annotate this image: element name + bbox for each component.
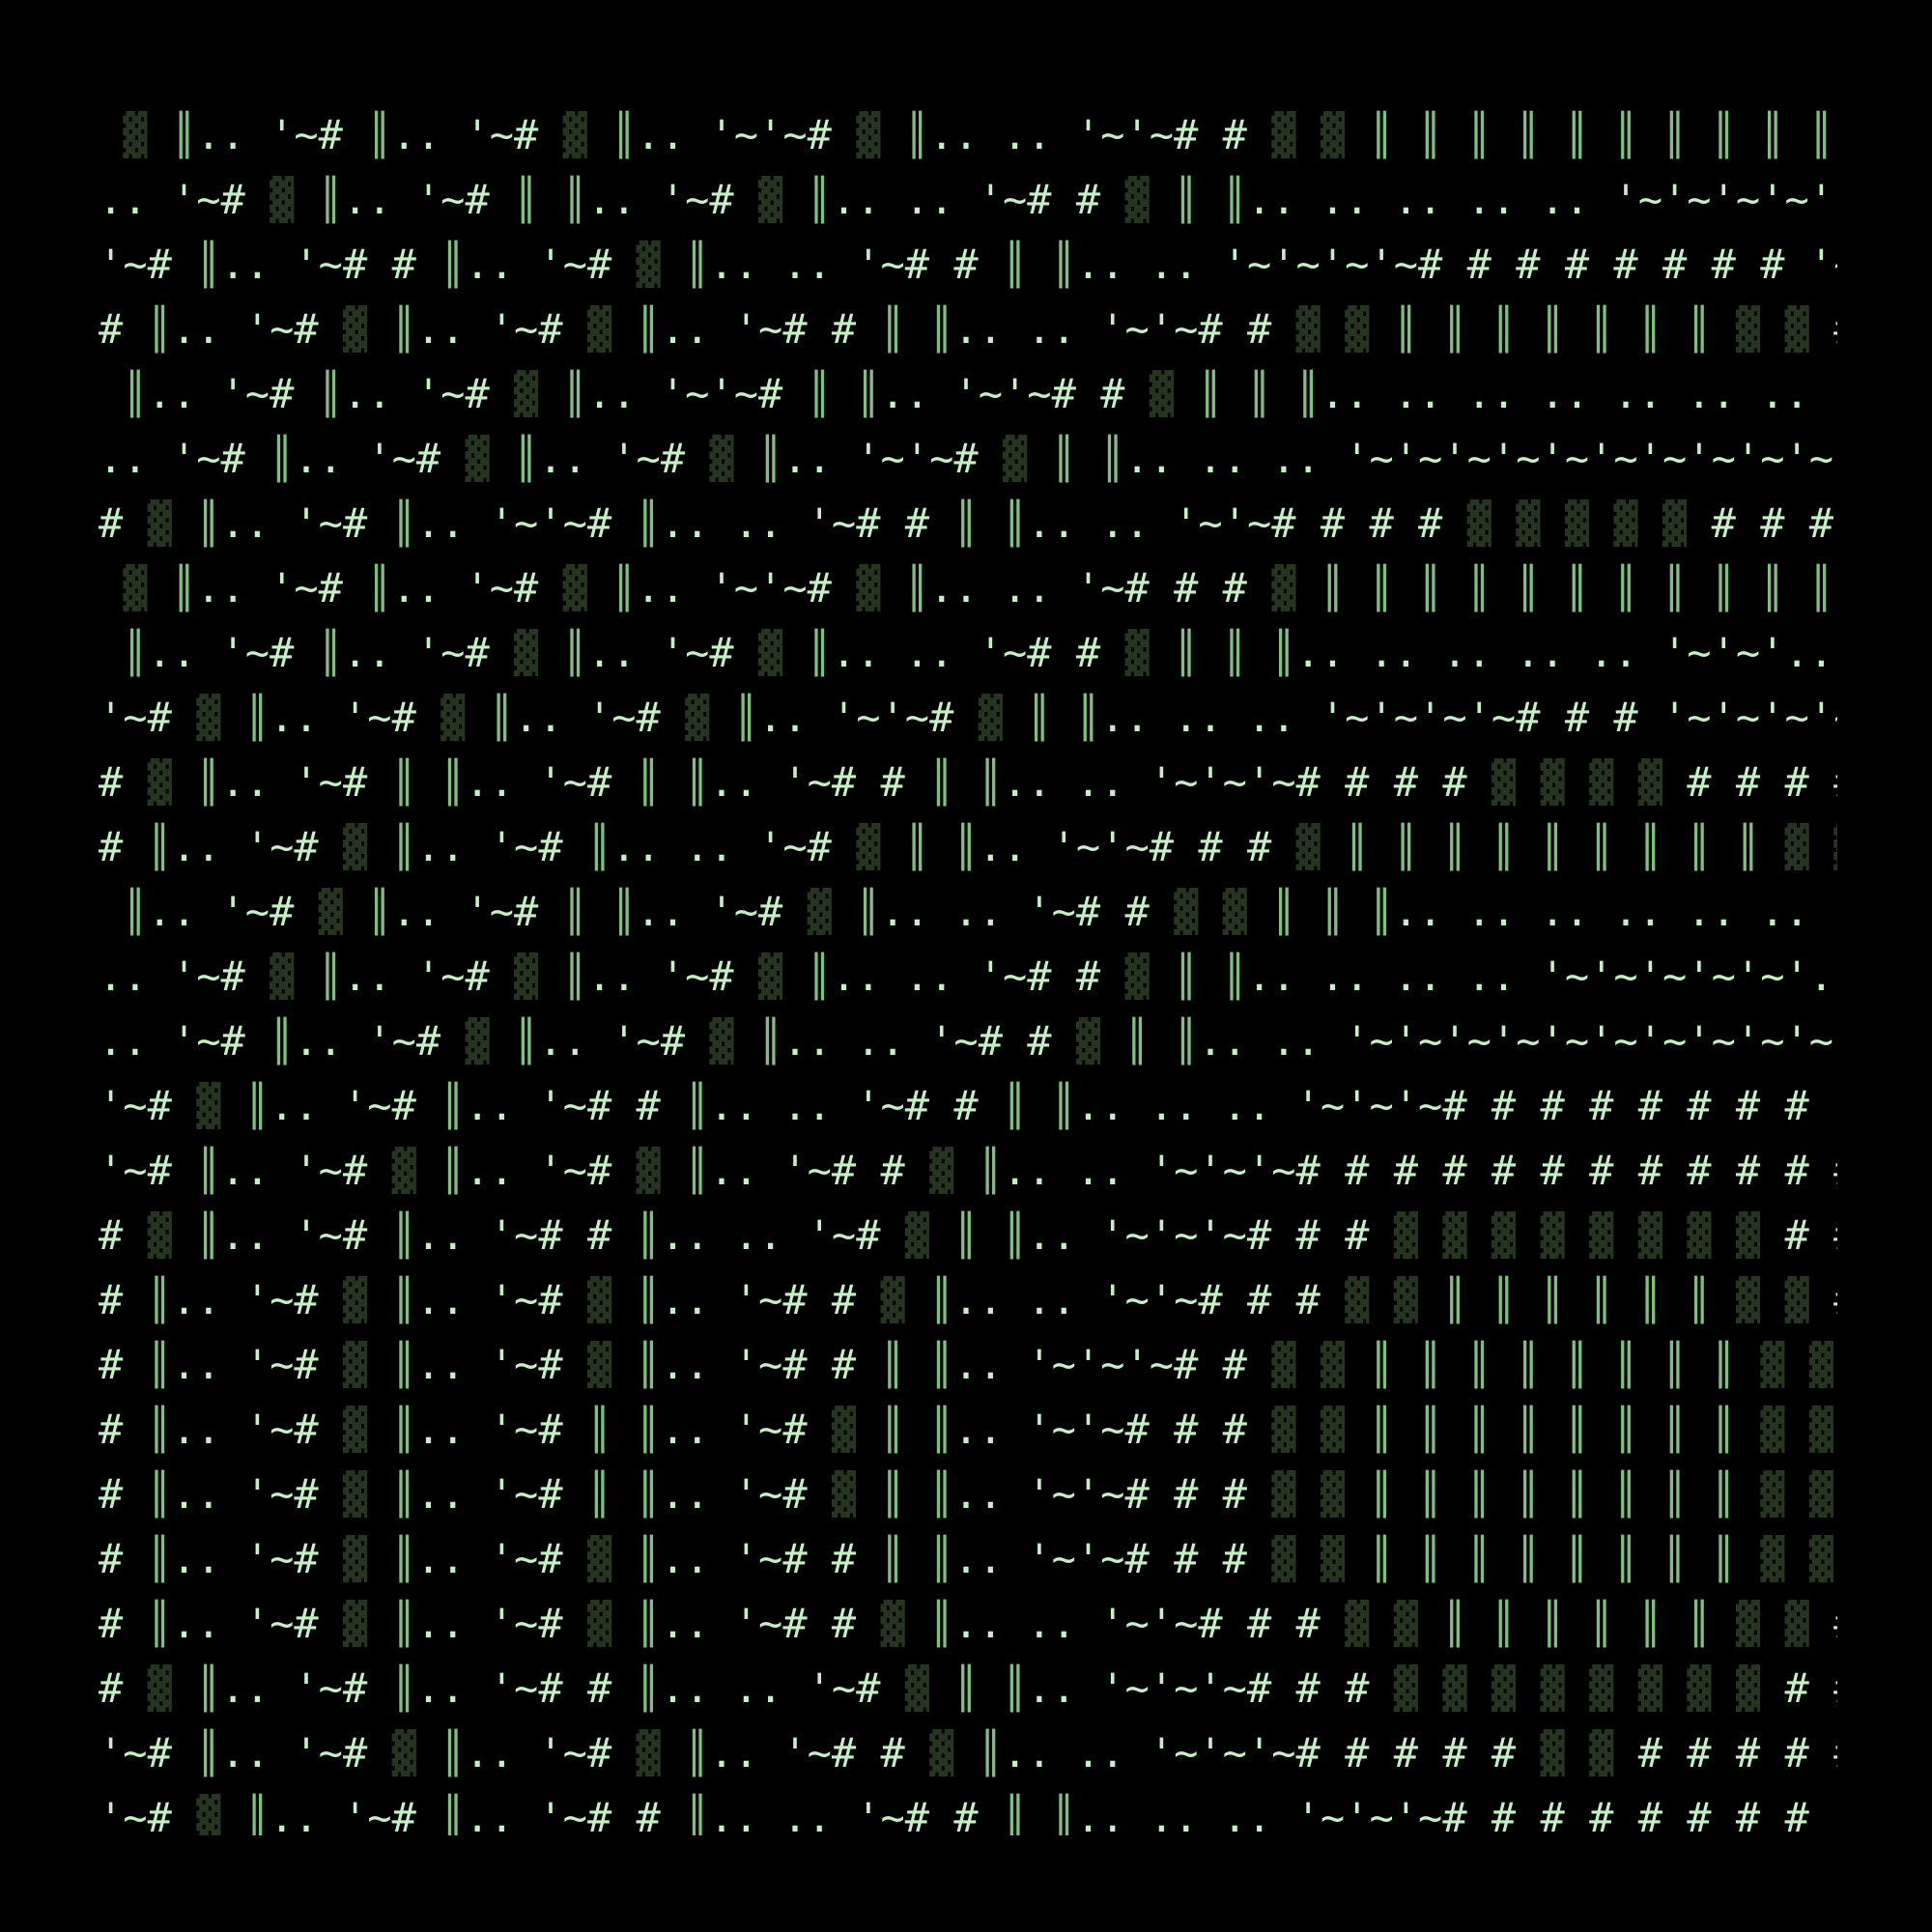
text-row: # ▓ ║.. '~# ║ ║.. '~# ║ ║.. '~# # ║ ║.. … [99,758,1837,806]
text-row: # ║.. '~# ▓ ║.. '~# ▓ ║.. '~# # ▓ ║.. ..… [99,1600,1837,1647]
text-row: .. '~# ▓ ║.. '~# ▓ ║.. '~# ▓ ║.. .. '~# … [99,952,1837,1000]
ascii-art: ▓ ║.. '~# ║.. '~# ▓ ║.. '~'~# ▓ ║.. .. '… [99,97,1837,1835]
text-row: '~# ║.. '~# ▓ ║.. '~# ▓ ║.. '~# # ▓ ║.. … [99,1729,1837,1776]
text-row: # ║.. '~# ▓ ║.. '~# ║.. .. '~# ▓ ║ ║.. '… [99,823,1837,870]
text-row: # ║.. '~# ▓ ║.. '~# ║ ║.. '~# ▓ ║ ║.. '~… [99,1470,1834,1518]
text-row: .. '~# ║.. '~# ▓ ║.. '~# ▓ ║.. .. '~# # … [99,1017,1837,1065]
text-row: '~# ║.. '~# ▓ ║.. '~# ▓ ║.. '~# # ▓ ║.. … [99,1147,1837,1194]
text-row: # ▓ ║.. '~# ║.. '~# # ║.. .. '~# ▓ ║ ║..… [99,1211,1837,1259]
text-row: # ║.. '~# ▓ ║.. '~# ▓ ║.. '~# # ║ ║.. ..… [99,305,1837,353]
text-row: ║.. '~# ║.. '~# ▓ ║.. '~'~# ║ ║.. '~'~# … [123,370,1837,417]
text-row: ║.. '~# ▓ ║.. '~# ║ ║.. '~# ▓ ║.. .. '~#… [123,888,1837,935]
text-row: # ║.. '~# ▓ ║.. '~# ▓ ║.. '~# # ║ ║.. '~… [99,1341,1834,1388]
text-row: # ▓ ║.. '~# ║.. '~# # ║.. .. '~# ▓ ║ ║..… [99,1664,1837,1712]
text-row: ║.. '~# ║.. '~# ▓ ║.. '~# ▓ ║.. .. '~# #… [123,629,1834,676]
text-row: # ║.. '~# ▓ ║.. '~# ▓ ║.. '~# # ║ ║.. '~… [99,1535,1834,1582]
text-row: ▓ ║.. '~# ║.. '~# ▓ ║.. '~'~# ▓ ║.. .. '… [123,111,1834,158]
text-row: '~# ▓ ║.. '~# ▓ ║.. '~# ▓ ║.. '~'~# ▓ ║ … [99,694,1837,741]
text-row: '~# ▓ ║.. '~# ║.. '~# # ║.. .. '~# # ║ ║… [99,1794,1837,1835]
text-row: # ▓ ║.. '~# ║.. '~'~# ║.. .. '~# # ║ ║..… [99,499,1834,547]
text-row: # ║.. '~# ▓ ║.. '~# ║ ║.. '~# ▓ ║ ║.. '~… [99,1406,1834,1453]
text-row: ▓ ║.. '~# ║.. '~# ▓ ║.. '~'~# ▓ ║.. .. '… [123,564,1834,611]
text-row: .. '~# ║.. '~# ▓ ║.. '~# ▓ ║.. '~'~# ▓ ║… [99,435,1837,482]
text-row: '~# ║.. '~# # ║.. '~# ▓ ║.. .. '~# # ║ ║… [99,241,1837,288]
text-row: .. '~# ▓ ║.. '~# ║ ║.. '~# ▓ ║.. .. '~# … [99,176,1837,223]
text-row: '~# ▓ ║.. '~# ║.. '~# # ║.. .. '~# # ║ ║… [99,1082,1837,1129]
text-row: # ║.. '~# ▓ ║.. '~# ▓ ║.. '~# # ▓ ║.. ..… [99,1276,1837,1323]
